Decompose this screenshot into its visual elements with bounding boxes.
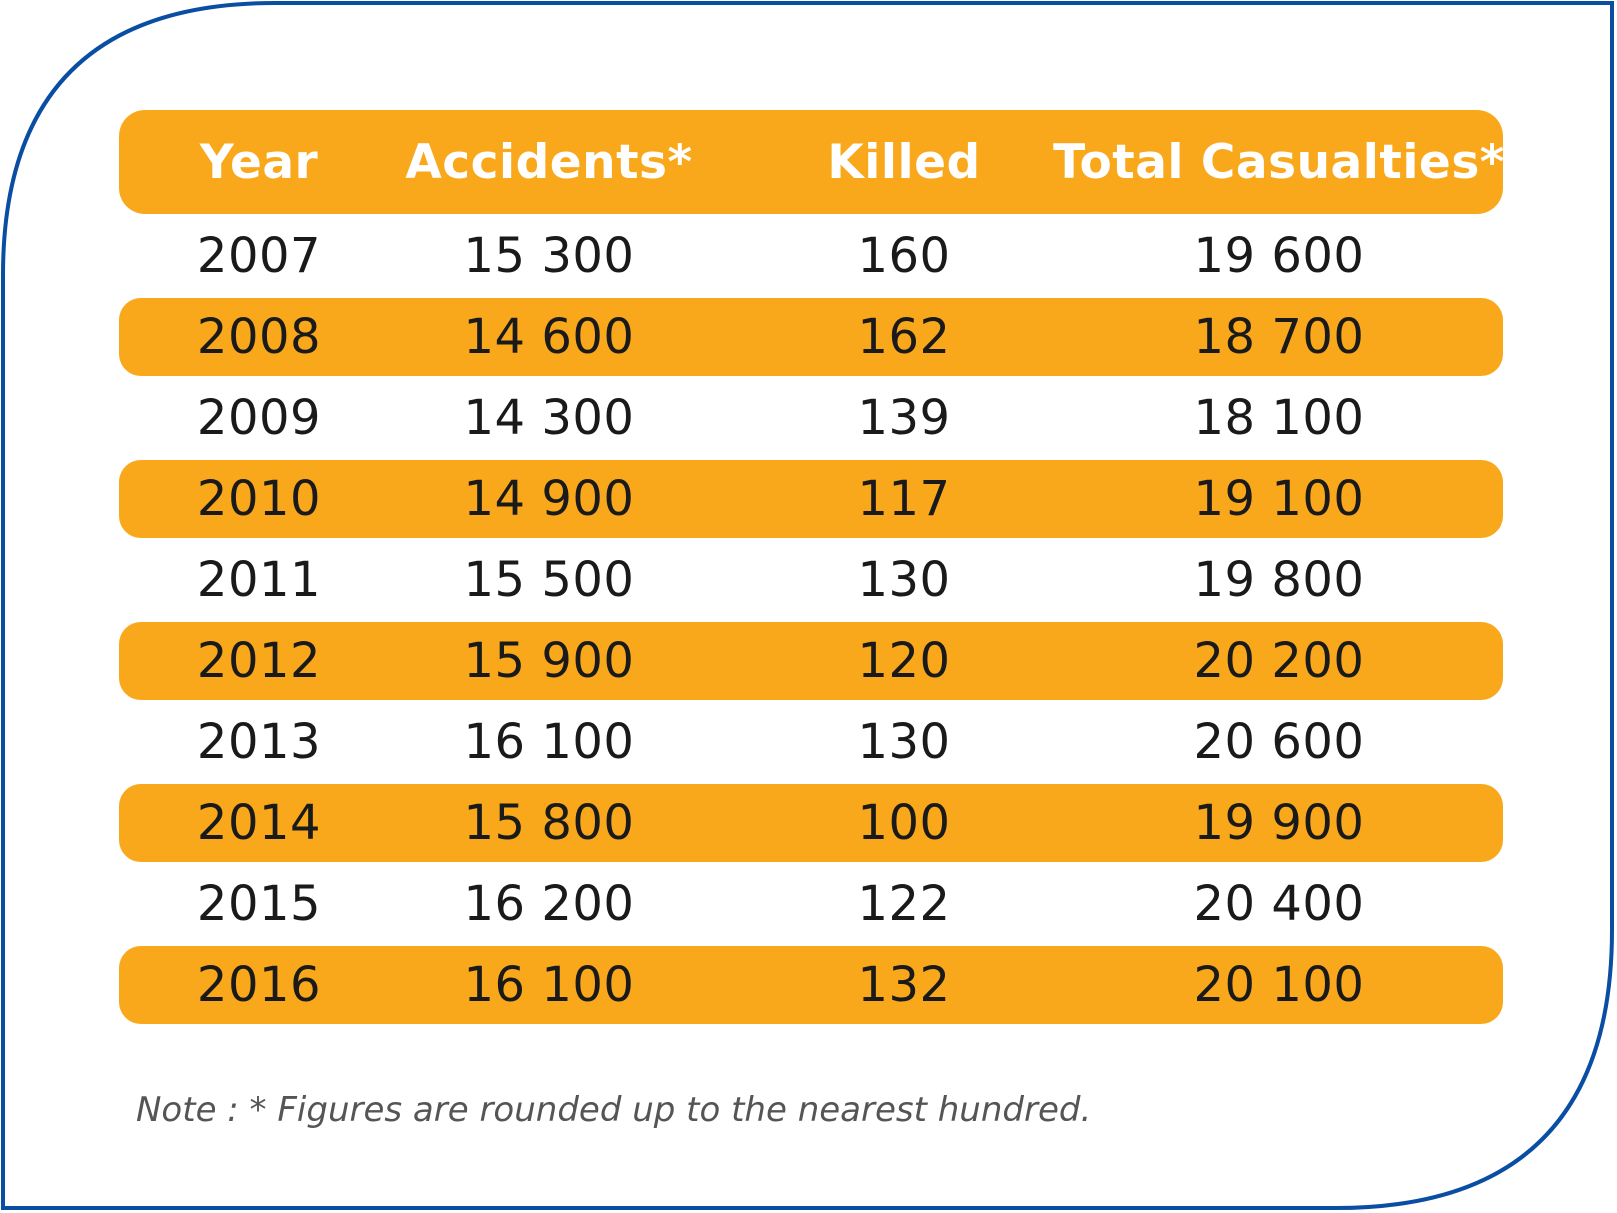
- year-cell: 2013: [196, 714, 322, 770]
- killed-cell: 162: [857, 309, 951, 365]
- accidents-cell: 16 100: [463, 714, 635, 770]
- accidents-cell: 16 100: [463, 957, 635, 1013]
- accidents-cell: 16 200: [463, 876, 635, 932]
- total-casualties-cell: 20 200: [1193, 633, 1365, 689]
- data-table: Year Accidents* Killed Total Casualties*…: [119, 110, 1505, 1024]
- column-header-year: Year: [199, 134, 319, 190]
- accidents-cell: 15 300: [463, 228, 635, 284]
- killed-cell: 130: [857, 714, 951, 770]
- column-header-accidents: Accidents*: [405, 134, 693, 190]
- table-row: 2013 16 100 130 20 600: [119, 700, 1503, 784]
- year-cell: 2008: [196, 309, 322, 365]
- accidents-cell: 15 500: [463, 552, 635, 608]
- table-row: 2015 16 200 122 20 400: [119, 862, 1503, 946]
- total-casualties-cell: 20 400: [1193, 876, 1365, 932]
- table-row: 2011 15 500 130 19 800: [119, 538, 1503, 622]
- total-casualties-cell: 19 600: [1193, 228, 1365, 284]
- table-row: 2016 16 100 132 20 100: [119, 946, 1503, 1024]
- year-cell: 2011: [196, 552, 322, 608]
- killed-cell: 132: [857, 957, 951, 1013]
- accidents-cell: 14 300: [463, 390, 635, 446]
- table-row: 2007 15 300 160 19 600: [119, 214, 1503, 298]
- total-casualties-cell: 19 800: [1193, 552, 1365, 608]
- total-casualties-cell: 18 100: [1193, 390, 1365, 446]
- year-cell: 2012: [196, 633, 322, 689]
- total-casualties-cell: 19 900: [1193, 795, 1365, 851]
- year-cell: 2009: [196, 390, 322, 446]
- total-casualties-cell: 18 700: [1193, 309, 1365, 365]
- accidents-cell: 14 900: [463, 471, 635, 527]
- killed-cell: 130: [857, 552, 951, 608]
- killed-cell: 120: [857, 633, 951, 689]
- killed-cell: 117: [857, 471, 951, 527]
- column-header-total-casualties: Total Casualties*: [1053, 134, 1505, 190]
- table-row: 2008 14 600 162 18 700: [119, 298, 1503, 376]
- total-casualties-cell: 20 600: [1193, 714, 1365, 770]
- year-cell: 2015: [196, 876, 322, 932]
- table-row: 2012 15 900 120 20 200: [119, 622, 1503, 700]
- year-cell: 2010: [196, 471, 322, 527]
- accidents-cell: 15 900: [463, 633, 635, 689]
- footnote: Note : * Figures are rounded up to the n…: [136, 1090, 1092, 1130]
- column-header-killed: Killed: [827, 134, 981, 190]
- table-row: 2010 14 900 117 19 100: [119, 460, 1503, 538]
- year-cell: 2014: [196, 795, 322, 851]
- table-row: 2009 14 300 139 18 100: [119, 376, 1503, 460]
- accidents-cell: 14 600: [463, 309, 635, 365]
- table-row: 2014 15 800 100 19 900: [119, 784, 1503, 862]
- killed-cell: 139: [857, 390, 951, 446]
- total-casualties-cell: 20 100: [1193, 957, 1365, 1013]
- year-cell: 2016: [196, 957, 322, 1013]
- killed-cell: 100: [857, 795, 951, 851]
- table-header: Year Accidents* Killed Total Casualties*: [119, 110, 1505, 214]
- total-casualties-cell: 19 100: [1193, 471, 1365, 527]
- killed-cell: 160: [857, 228, 951, 284]
- year-cell: 2007: [196, 228, 322, 284]
- killed-cell: 122: [857, 876, 951, 932]
- accidents-cell: 15 800: [463, 795, 635, 851]
